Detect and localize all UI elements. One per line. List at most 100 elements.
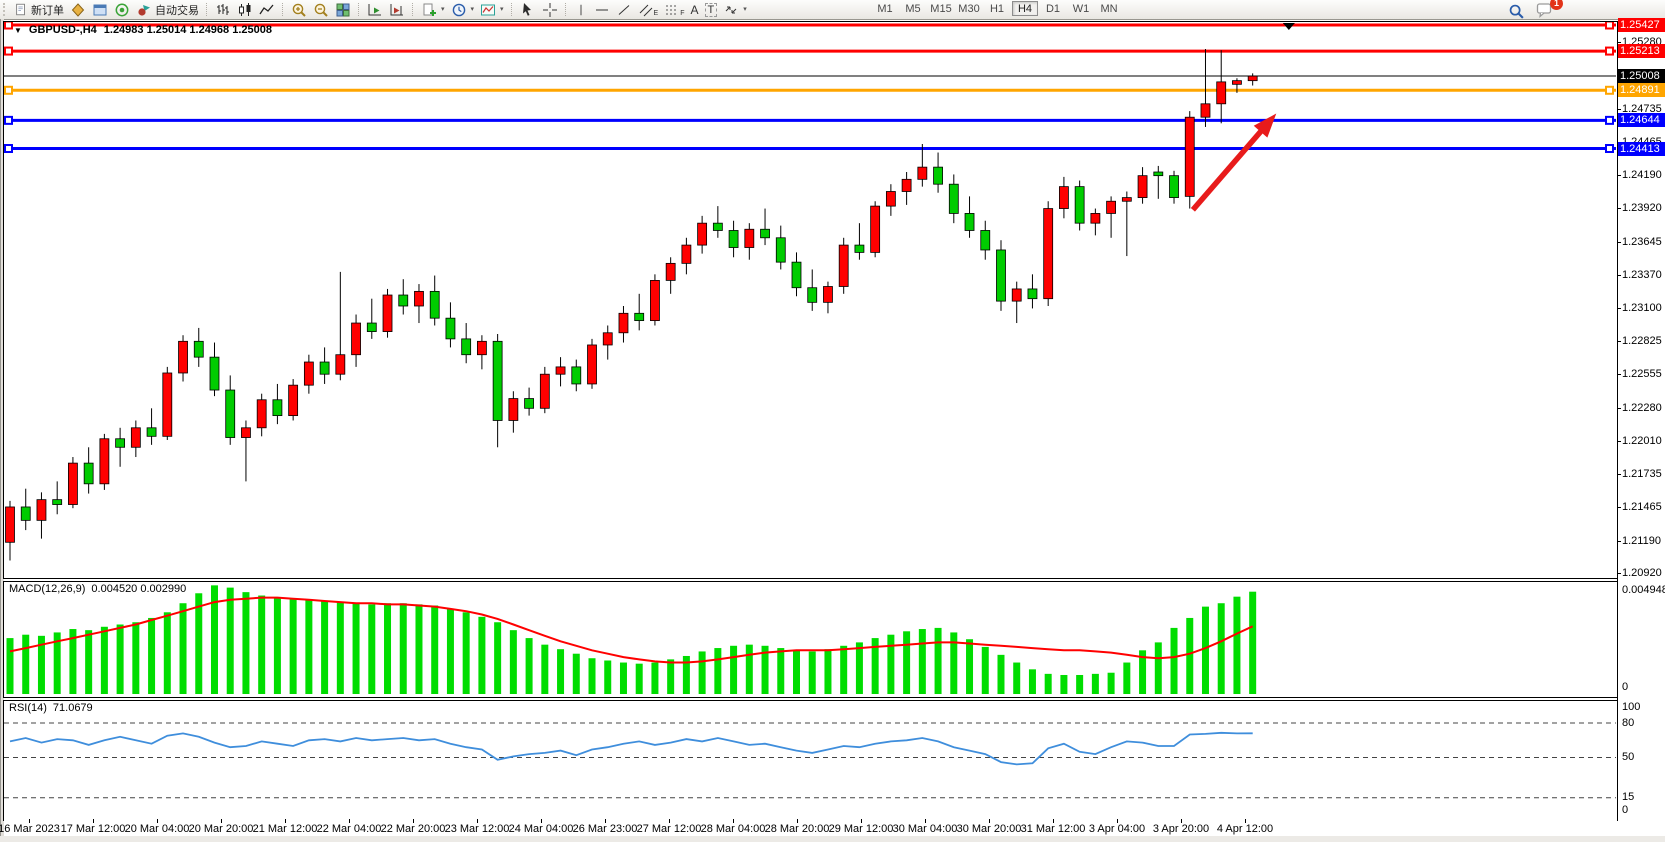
line-handle[interactable] [4,46,13,56]
price-tick-label: 1.23100 [1622,301,1662,314]
price-tick-label: 1.23920 [1622,202,1662,215]
line-handle[interactable] [4,144,13,154]
data-window-button[interactable] [89,1,111,18]
indicators-button[interactable]: ▾ [477,1,507,18]
channel-tool-button[interactable]: E [635,1,662,18]
candle [5,506,15,543]
macd-histogram-bar [100,626,108,694]
line-handle[interactable] [1605,46,1614,56]
trendline-tool-button[interactable] [613,1,635,18]
candle [272,399,283,417]
macd-histogram-bar [6,638,14,694]
line-chart-button[interactable] [256,1,278,18]
candle [68,462,78,505]
text-tool-button[interactable]: A [688,1,702,18]
macd-histogram-bar [793,650,800,694]
macd-histogram-bar [541,644,549,694]
macd-histogram-bar [635,663,643,694]
timeframe-M30[interactable]: M30 [956,1,982,16]
macd-histogram-bar [509,630,517,694]
timeframe-H4[interactable]: H4 [1012,1,1038,16]
candle [209,356,220,391]
tile-windows-button[interactable] [332,1,354,18]
macd-histogram-bar [855,642,863,694]
candle [1106,200,1116,214]
search-button[interactable] [1505,3,1528,20]
trend-arrow-shaft[interactable] [1190,123,1268,212]
date-tick-mark [221,819,222,823]
market-watch-button[interactable] [67,1,89,18]
timeframe-M1[interactable]: M1 [872,1,898,16]
line-handle[interactable] [4,85,13,95]
candle [901,178,912,192]
vertical-line-tool-button[interactable] [571,1,591,18]
candle [1169,175,1179,198]
macd-histogram-bar [950,632,958,694]
candle [303,361,314,386]
arrows-tool-button[interactable]: ▾ [720,1,750,18]
chart-shift-button[interactable] [386,1,408,18]
bar-chart-button[interactable] [212,1,234,18]
price-badge: 1.25427 [1618,18,1665,32]
new-order-button[interactable]: 新订单 [11,1,67,18]
macd-histogram-bar [966,639,974,694]
timeframe-MN[interactable]: MN [1096,1,1122,16]
candlestick-chart-button[interactable] [234,1,256,18]
line-handle[interactable] [4,115,13,125]
new-chart-button[interactable]: ▾ [418,1,448,18]
date-axis[interactable]: 16 Mar 2023 17 Mar 12:00 20 Mar 04:00 20 Ma… [0,819,1617,836]
timeframe-W1[interactable]: W1 [1068,1,1094,16]
line-handle[interactable] [4,22,13,30]
candle [398,294,409,307]
macd-histogram-bar [572,653,580,694]
line-handle[interactable] [1605,22,1614,30]
date-tick-mark [861,819,862,823]
date-label: 28 Mar 20:00 [764,823,830,835]
candle [476,340,487,356]
autotrading-button[interactable]: 自动交易 [133,1,202,18]
horizontal-line-tool-button[interactable] [591,1,613,18]
collapse-icon[interactable]: ▼ [14,25,22,35]
date-label: 24 Mar 04:00 [508,823,574,835]
line-handle[interactable] [1605,115,1614,125]
chart-shift-icon [390,3,403,15]
macd-histogram-bar [1091,673,1099,694]
line-handle[interactable] [1605,85,1614,95]
candle [744,228,755,248]
macd-histogram-bar [682,655,690,694]
high-marker-icon[interactable] [1282,23,1295,30]
candle [335,354,346,375]
date-tick-mark [669,819,670,823]
signals-button[interactable] [111,1,133,18]
rsi-name: RSI(14) [9,702,47,714]
fibonacci-tool-button[interactable]: F [661,1,687,18]
text-label-tool-button[interactable]: T [702,1,721,18]
line-handle[interactable] [1605,144,1614,154]
zoom-out-button[interactable] [310,1,332,18]
candle [1090,213,1101,224]
trend-arrow-head[interactable] [1253,113,1277,138]
macd-histogram-bar [116,624,124,694]
new-order-label: 新订单 [31,4,64,17]
timeframe-D1[interactable]: D1 [1040,1,1066,16]
macd-histogram-bar [305,599,313,694]
zoom-in-button[interactable] [288,1,310,18]
macd-histogram-bar [871,638,879,694]
timeframe-M15[interactable]: M15 [928,1,954,16]
candle [870,205,881,253]
timeframe-H1[interactable]: H1 [984,1,1010,16]
macd-histogram-bar [368,604,376,694]
crosshair-button[interactable] [539,1,561,18]
macd-histogram-bar [132,622,140,694]
periods-button[interactable]: ▾ [448,1,478,18]
rsi-panel[interactable] [3,700,1618,821]
cursor-button[interactable] [517,1,539,18]
auto-scroll-button[interactable] [364,1,386,18]
candle [807,287,818,303]
chat-button[interactable]: 1 [1536,0,1563,21]
macd-histogram-bar [242,592,250,694]
main-chart-canvas[interactable] [4,22,1616,575]
macd-canvas [6,585,1257,694]
timeframe-M5[interactable]: M5 [900,1,926,16]
